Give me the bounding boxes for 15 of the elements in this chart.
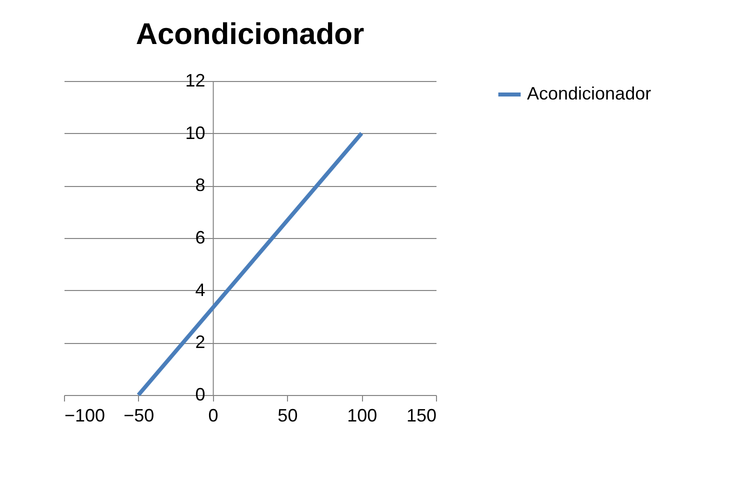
y-tick-label: 8 bbox=[195, 175, 206, 196]
y-tick-label: 0 bbox=[195, 384, 206, 404]
legend-label: Acondicionador bbox=[527, 84, 652, 104]
y-tick-label: 6 bbox=[195, 228, 206, 248]
x-tick-label: 50 bbox=[278, 406, 298, 426]
x-tick-label: 150 bbox=[406, 406, 436, 426]
chart-title: Acondicionador bbox=[136, 18, 364, 51]
y-tick-label: 12 bbox=[185, 70, 206, 90]
y-tick-label: 2 bbox=[195, 332, 206, 352]
x-tick-label: −100 bbox=[64, 406, 106, 426]
x-tick-label: 100 bbox=[347, 406, 378, 426]
y-tick-label: 10 bbox=[185, 122, 206, 143]
x-tick-label: −50 bbox=[124, 406, 154, 426]
x-tick-label: 0 bbox=[208, 406, 218, 426]
y-tick-label: 4 bbox=[195, 280, 206, 300]
